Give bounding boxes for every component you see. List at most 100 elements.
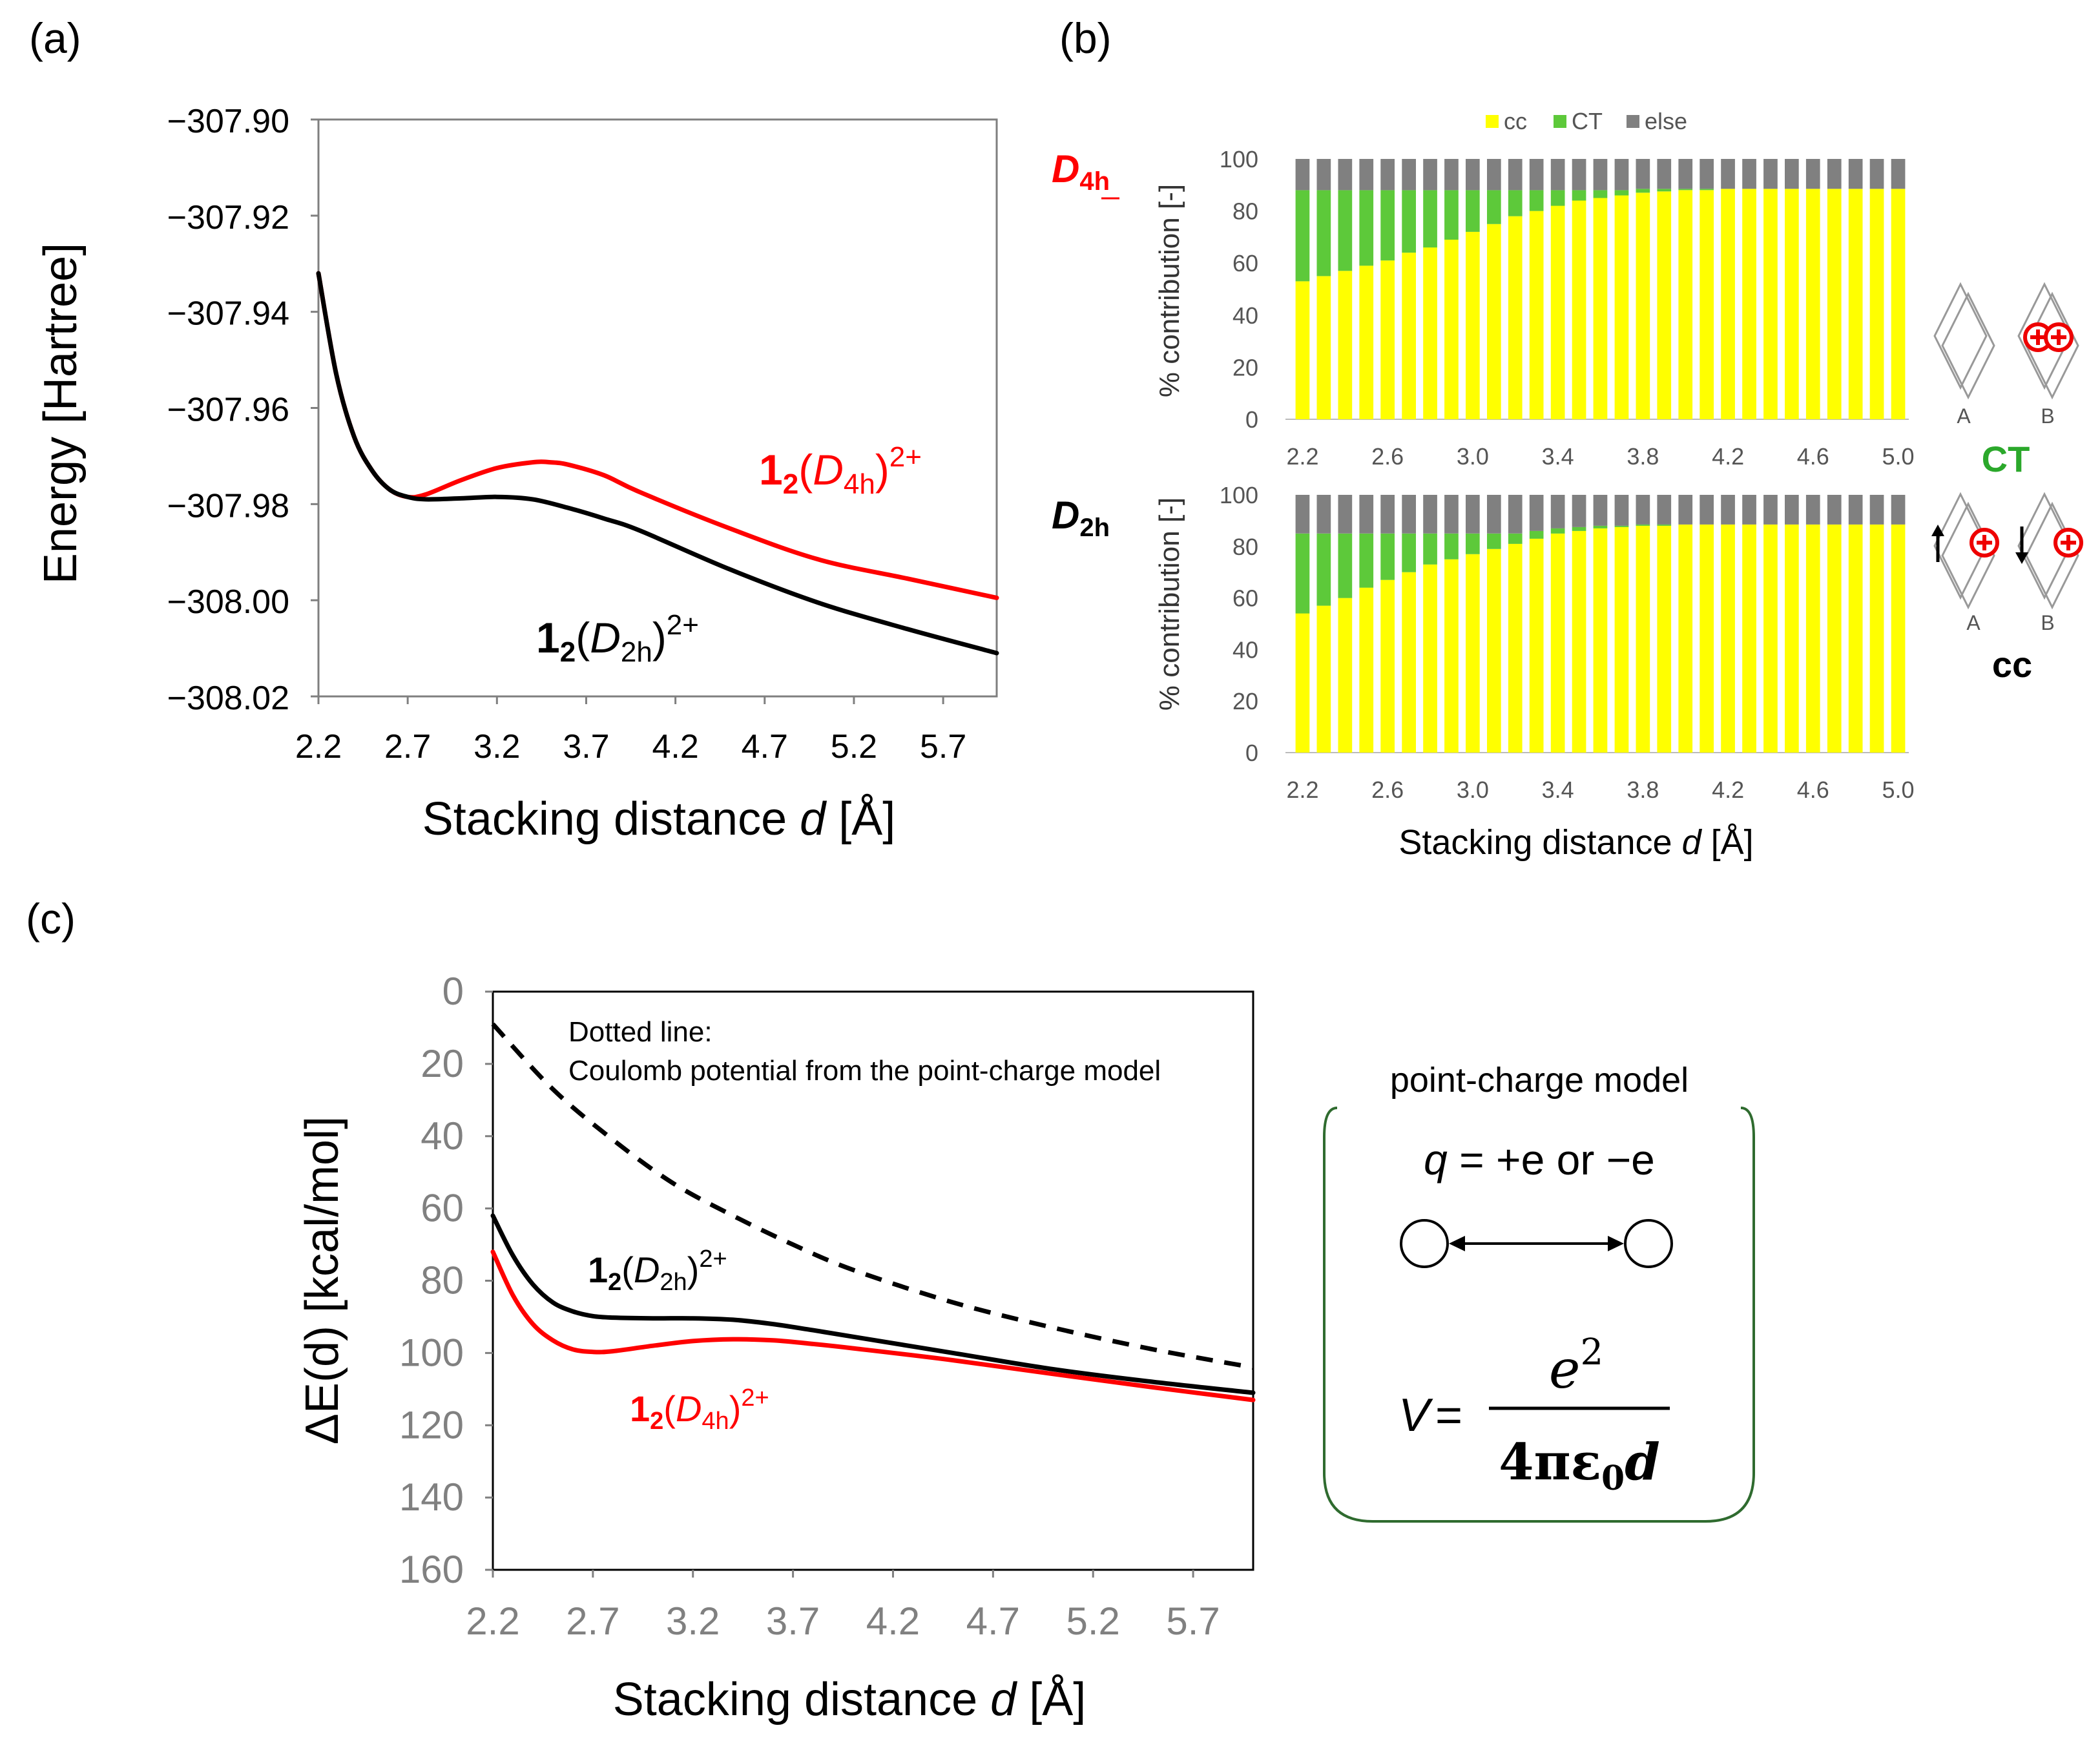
series-line-a-0 [316,271,999,600]
bar-segment-cc [1402,253,1416,419]
bar-segment-cc [1869,189,1884,419]
bar-segment-ct [1529,190,1544,211]
bar-segment-ct [1700,189,1714,191]
bar-segment-else [1572,495,1586,527]
bar-x-tick-label: 4.6 [1797,443,1829,470]
panel-b-chart: cc CT else D4h D2h 0 20 40 60 80 100 2.2 2.6 3.0… [1052,108,2083,862]
x-tick-label: 5.7 [1166,1600,1220,1643]
bar-segment-cc [1295,613,1310,753]
bar-segment-cc [1550,205,1565,419]
panel-label-a: (a) [29,14,81,62]
bar-segment-ct [1636,524,1650,526]
bar-segment-else [1338,159,1353,191]
bar-segment-else [1316,495,1331,534]
y-tick-label: 40 [421,1114,464,1158]
bar-segment-ct [1338,533,1353,598]
series-label-c-d4h: 12(D4h)2+ [630,1384,769,1435]
panel-a-xlabel: Stacking distance d [Å] [422,793,895,845]
bar-segment-else [1529,159,1544,191]
bar-segment-cc [1316,276,1331,420]
bar-segment-cc [1529,538,1544,753]
bar-segment-else [1402,495,1416,534]
bar-segment-else [1742,495,1756,525]
cc-orbital-illustration: A B cc [1931,492,2083,685]
point-charge-box-border [1323,1107,1755,1523]
bar-segment-cc [1487,224,1501,420]
x-tick-label: 5.7 [920,728,966,766]
bar-segment-cc [1508,543,1523,753]
bar-segment-else [1700,159,1714,189]
bar-segment-ct [1614,525,1629,527]
y-tick-label: 160 [399,1548,464,1591]
bar-segment-cc [1359,266,1374,419]
bar-segment-cc [1721,524,1735,753]
bar-x-tick-label: 3.0 [1457,777,1489,803]
bar-segment-else [1636,495,1650,525]
bar-segment-ct [1550,528,1565,534]
bar-segment-cc [1848,524,1863,753]
bar-segment-cc [1444,239,1459,419]
bar-segment-ct [1593,525,1608,528]
bar-segment-else [1402,159,1416,191]
bar-y-tick-label: 100 [1220,146,1258,172]
bar-segment-cc [1700,524,1714,753]
legend-label-else: else [1645,108,1687,134]
y-tick-label: −307.94 [167,295,289,333]
x-tick-label: 3.2 [666,1600,720,1643]
bar-segment-ct [1657,524,1672,526]
bar-x-tick-label: 4.6 [1797,777,1829,803]
bar-segment-cc [1785,189,1799,419]
panel-b-bottom-ylabel: % contribution [-] [1154,497,1185,711]
bar-segment-else [1657,495,1672,525]
bar-segment-else [1742,159,1756,189]
charge-plus-icon [2053,528,2083,558]
bar-segment-ct [1657,189,1672,192]
bar-segment-else [1785,159,1799,189]
series-label-c-d2h: 12(D2h)2+ [588,1246,727,1296]
panel-b-xlabel: Stacking distance d [Å] [1398,823,1753,862]
panel-c-xlabel: Stacking distance d [Å] [613,1674,1086,1725]
panel-b-top-ylabel: % contribution [-] [1154,184,1185,397]
bar-segment-else [1550,495,1565,528]
annotation-coulomb: Coulomb potential from the point-charge … [568,1055,1161,1087]
x-tick-label: 3.7 [563,728,609,766]
bar-segment-cc [1763,189,1778,419]
bar-segment-else [1338,495,1353,534]
bar-segment-else [1869,495,1884,525]
y-tick-label: −307.98 [167,487,289,525]
bar-segment-ct [1295,533,1310,614]
legend-swatch-ct [1554,115,1566,128]
point-charge-title: point-charge model [1390,1061,1689,1100]
bar-segment-else [1891,159,1906,189]
bar-segment-ct [1572,190,1586,201]
bar-y-tick-label: 80 [1232,534,1258,560]
bar-segment-ct [1316,533,1331,606]
bar-segment-cc [1359,587,1374,753]
panel-a-ylabel: Energy [Hartree] [35,243,87,584]
ct-label: CT [1982,439,2030,479]
bar-segment-cc [1593,198,1608,419]
bar-segment-else [1466,495,1480,534]
panel-label-c: (c) [26,895,76,943]
bar-segment-else [1423,159,1437,191]
bar-segment-cc [1550,533,1565,753]
bar-x-tick-label: 5.0 [1882,777,1915,803]
bar-segment-ct [1338,190,1353,271]
bar-y-tick-label: 40 [1232,302,1258,329]
y-tick-label: 100 [399,1331,464,1374]
bar-segment-else [1593,159,1608,191]
bar-segment-ct [1295,190,1310,282]
series-line-a-1 [316,271,999,656]
panel-label-b: (b) [1059,14,1112,62]
bar-y-tick-label: 100 [1220,482,1258,508]
y-tick-label: 0 [442,970,464,1013]
ct-orbital-illustration: A B CT [1933,282,2079,479]
point-charge-right [1624,1219,1673,1268]
bar-x-tick-label: 3.4 [1542,777,1574,803]
annotation-dotted-line: Dotted line: [568,1016,712,1048]
y-tick-label: −307.90 [167,103,289,140]
x-tick-label: 3.2 [473,728,520,766]
molecule-label-b: B [2041,611,2054,634]
bar-segment-ct [1487,190,1501,224]
x-tick-label: 4.7 [966,1600,1020,1643]
